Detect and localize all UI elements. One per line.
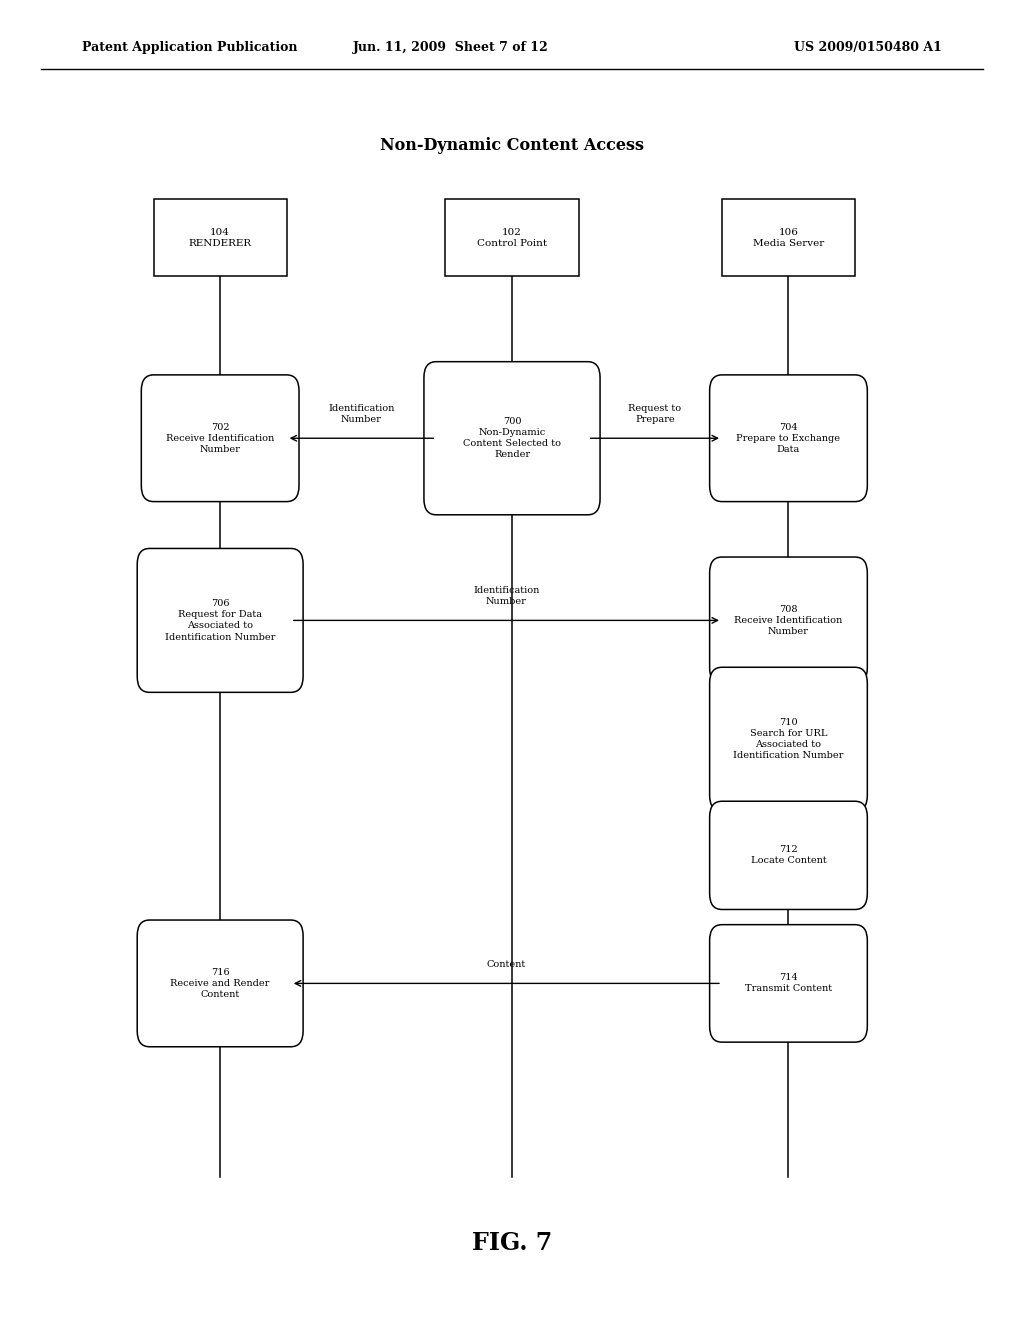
Text: Identification
Number: Identification Number: [329, 404, 394, 424]
Text: Content: Content: [486, 960, 526, 969]
Text: 106
Media Server: 106 Media Server: [753, 227, 824, 248]
Text: Patent Application Publication: Patent Application Publication: [82, 41, 297, 54]
FancyBboxPatch shape: [710, 375, 867, 502]
FancyBboxPatch shape: [137, 920, 303, 1047]
FancyBboxPatch shape: [137, 549, 303, 692]
Text: 706
Request for Data
Associated to
Identification Number: 706 Request for Data Associated to Ident…: [165, 599, 275, 642]
Text: Identification
Number: Identification Number: [473, 586, 540, 606]
FancyBboxPatch shape: [710, 924, 867, 1043]
FancyBboxPatch shape: [154, 199, 287, 276]
Text: FIG. 7: FIG. 7: [472, 1232, 552, 1255]
Text: Request to
Prepare: Request to Prepare: [629, 404, 681, 424]
Text: 104
RENDERER: 104 RENDERER: [188, 227, 252, 248]
Text: Non-Dynamic Content Access: Non-Dynamic Content Access: [380, 137, 644, 153]
FancyBboxPatch shape: [722, 199, 855, 276]
FancyBboxPatch shape: [710, 667, 867, 810]
Text: 708
Receive Identification
Number: 708 Receive Identification Number: [734, 605, 843, 636]
Text: 712
Locate Content: 712 Locate Content: [751, 845, 826, 866]
Text: 700
Non-Dynamic
Content Selected to
Render: 700 Non-Dynamic Content Selected to Rend…: [463, 417, 561, 459]
Text: 702
Receive Identification
Number: 702 Receive Identification Number: [166, 422, 274, 454]
FancyBboxPatch shape: [424, 362, 600, 515]
Text: 704
Prepare to Exchange
Data: 704 Prepare to Exchange Data: [736, 422, 841, 454]
Text: 716
Receive and Render
Content: 716 Receive and Render Content: [170, 968, 270, 999]
FancyBboxPatch shape: [445, 199, 579, 276]
Text: 714
Transmit Content: 714 Transmit Content: [744, 973, 833, 994]
FancyBboxPatch shape: [141, 375, 299, 502]
Text: US 2009/0150480 A1: US 2009/0150480 A1: [795, 41, 942, 54]
Text: 102
Control Point: 102 Control Point: [477, 227, 547, 248]
FancyBboxPatch shape: [710, 557, 867, 684]
Text: Jun. 11, 2009  Sheet 7 of 12: Jun. 11, 2009 Sheet 7 of 12: [352, 41, 549, 54]
Text: 710
Search for URL
Associated to
Identification Number: 710 Search for URL Associated to Identif…: [733, 718, 844, 760]
FancyBboxPatch shape: [710, 801, 867, 909]
